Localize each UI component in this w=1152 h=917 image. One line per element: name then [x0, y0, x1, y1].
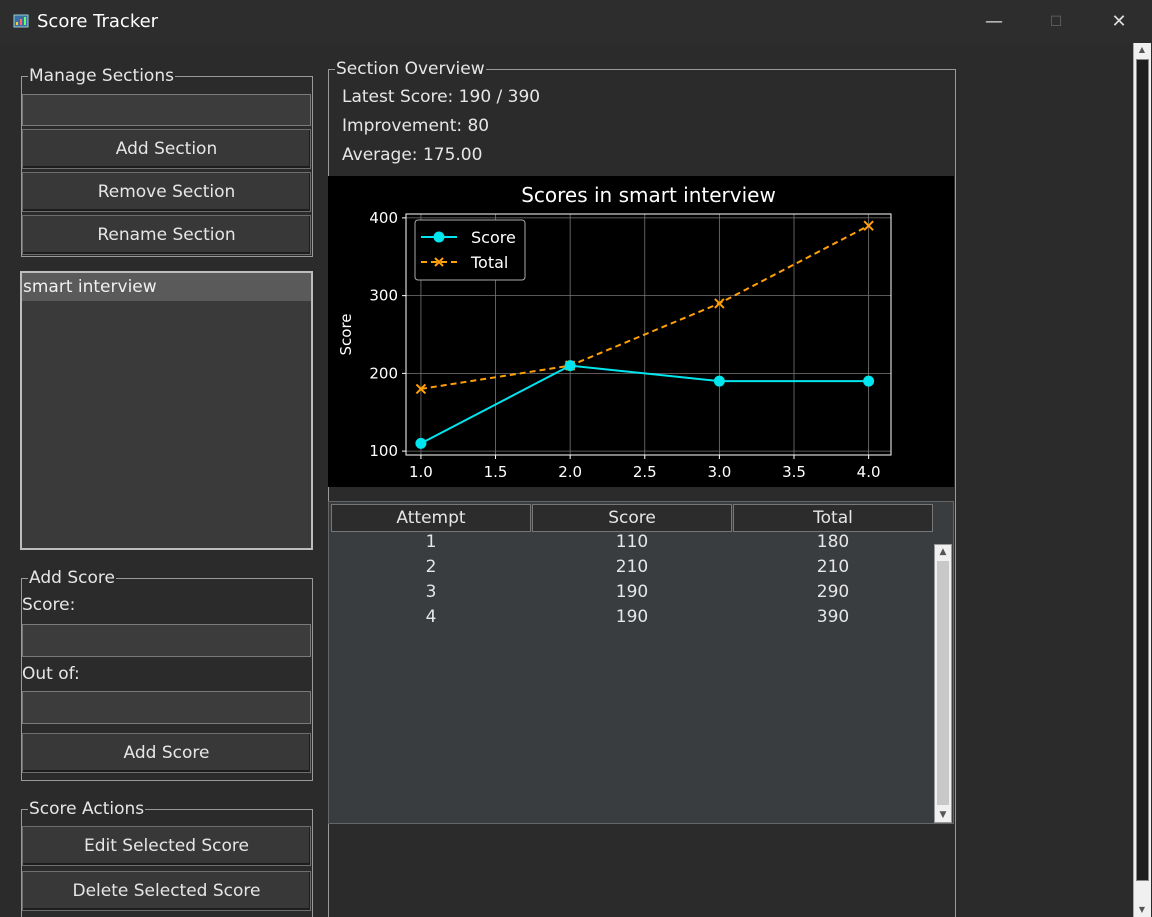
x-tick-label: 1.5: [484, 463, 508, 481]
score-actions-legend: Score Actions: [28, 798, 146, 820]
column-header-attempt[interactable]: Attempt: [331, 504, 531, 532]
maximize-button[interactable]: ☐: [1024, 0, 1088, 43]
table-cell-score: 110: [615, 532, 649, 552]
table-cell-attempt: 4: [425, 607, 437, 627]
manage-sections-legend: Manage Sections: [28, 65, 175, 87]
latest-score-text: Latest Score: 190 / 390: [342, 87, 541, 107]
chart-title: Scores in smart interview: [521, 183, 776, 207]
total-point: [714, 298, 725, 309]
table-cell-total: 290: [816, 582, 850, 602]
section-name-input[interactable]: [22, 94, 311, 126]
window-scrollbar[interactable]: ▲ ▼: [1133, 43, 1151, 917]
minimize-button[interactable]: —: [962, 0, 1026, 43]
chart-svg: 1.0 1.5 2.0 2.5 3.0 3.5 4.0 100 200 300 400 Scores …: [337, 183, 892, 481]
window-title: Score Tracker: [37, 11, 159, 32]
section-overview-legend: Section Overview: [335, 58, 486, 80]
score-point: [713, 375, 725, 387]
table-cell-attempt: 1: [425, 532, 437, 552]
score-actions-group: Score Actions: [21, 798, 313, 917]
out-of-input[interactable]: [22, 691, 311, 724]
table-row[interactable]: 3 190 290: [329, 582, 934, 607]
average-text: Average: 175.00: [342, 145, 483, 165]
series-line-total: [420, 224, 870, 390]
edit-score-button[interactable]: Edit Selected Score: [22, 826, 311, 866]
score-point: [564, 360, 576, 372]
legend-label: Score: [471, 228, 516, 247]
plot-frame: [405, 213, 892, 456]
score-label: Score:: [22, 586, 311, 624]
table-cell-total: 390: [816, 607, 850, 627]
score-point: [863, 375, 875, 387]
table-cell-attempt: 2: [425, 557, 437, 577]
table-cell-score: 190: [615, 582, 649, 602]
window-scroll-down-icon[interactable]: ▼: [1138, 905, 1146, 914]
sections-listbox[interactable]: smart interview: [20, 271, 313, 550]
legend-label: Total: [470, 253, 508, 272]
remove-section-button[interactable]: Remove Section: [22, 172, 311, 212]
window-scroll-thumb[interactable]: [1136, 59, 1149, 881]
total-point: [415, 383, 427, 395]
score-input[interactable]: [22, 624, 311, 657]
table-row[interactable]: 2 210 210: [329, 557, 934, 582]
add-score-button[interactable]: Add Score: [22, 733, 311, 773]
x-tick-label: 4.0: [857, 463, 881, 481]
table-cell-total: 210: [816, 557, 850, 577]
x-tick-label: 3.5: [782, 463, 806, 481]
table-row[interactable]: 4 190 390: [329, 607, 934, 632]
app-icon: [13, 14, 29, 28]
title-bar: Score Tracker — ☐ ✕: [0, 0, 1152, 43]
scroll-up-icon[interactable]: ▲: [939, 547, 947, 557]
section-overview-group: Section Overview: [328, 58, 956, 917]
rename-section-button[interactable]: Rename Section: [22, 215, 311, 255]
legend-marker: [433, 231, 445, 243]
table-scrollbar[interactable]: ▲ ▼: [934, 544, 952, 823]
table-cell-total: 180: [816, 532, 850, 552]
table-scroll-thumb[interactable]: [937, 561, 949, 805]
delete-score-button[interactable]: Delete Selected Score: [22, 871, 311, 911]
close-button[interactable]: ✕: [1087, 0, 1151, 43]
legend-marker: [434, 257, 444, 267]
maximize-icon: ☐: [1049, 13, 1063, 30]
score-point: [415, 437, 427, 449]
scores-table[interactable]: Attempt Score Total 1 110 180 2 210 210 3 190 29…: [328, 501, 954, 824]
close-icon: ✕: [1111, 11, 1127, 32]
window-scroll-up-icon[interactable]: ▲: [1138, 45, 1146, 54]
table-cell-attempt: 3: [425, 582, 437, 602]
x-tick-label: 2.0: [558, 463, 582, 481]
x-tick-label: 1.0: [409, 463, 433, 481]
improvement-text: Improvement: 80: [342, 116, 490, 136]
y-tick-label: 300: [369, 287, 398, 305]
scroll-down-icon[interactable]: ▼: [939, 810, 947, 820]
y-tick-label: 200: [369, 364, 398, 382]
y-tick-label: 100: [369, 442, 398, 460]
table-row[interactable]: 1 110 180: [329, 532, 934, 557]
add-score-legend: Add Score: [28, 567, 116, 589]
column-header-total[interactable]: Total: [733, 504, 933, 532]
add-score-group: Add Score: [21, 567, 313, 781]
x-tick-label: 2.5: [633, 463, 657, 481]
total-point: [863, 220, 874, 231]
list-item[interactable]: smart interview: [22, 273, 311, 301]
score-chart: 1.0 1.5 2.0 2.5 3.0 3.5 4.0 100 200 300 400 Scores …: [328, 176, 954, 487]
series-line-score: [420, 364, 869, 445]
out-of-label: Out of:: [22, 657, 311, 692]
add-section-button[interactable]: Add Section: [22, 129, 311, 169]
y-tick-label: 400: [369, 209, 398, 227]
table-cell-score: 210: [615, 557, 649, 577]
minimize-icon: —: [985, 11, 1003, 32]
table-cell-score: 190: [615, 607, 649, 627]
column-header-score[interactable]: Score: [532, 504, 732, 532]
main-content: Manage Sections Add Section Remove Secti…: [0, 43, 1152, 917]
y-axis-label: Score: [337, 313, 355, 355]
x-tick-label: 3.0: [707, 463, 731, 481]
manage-sections-group: Manage Sections: [21, 65, 313, 257]
